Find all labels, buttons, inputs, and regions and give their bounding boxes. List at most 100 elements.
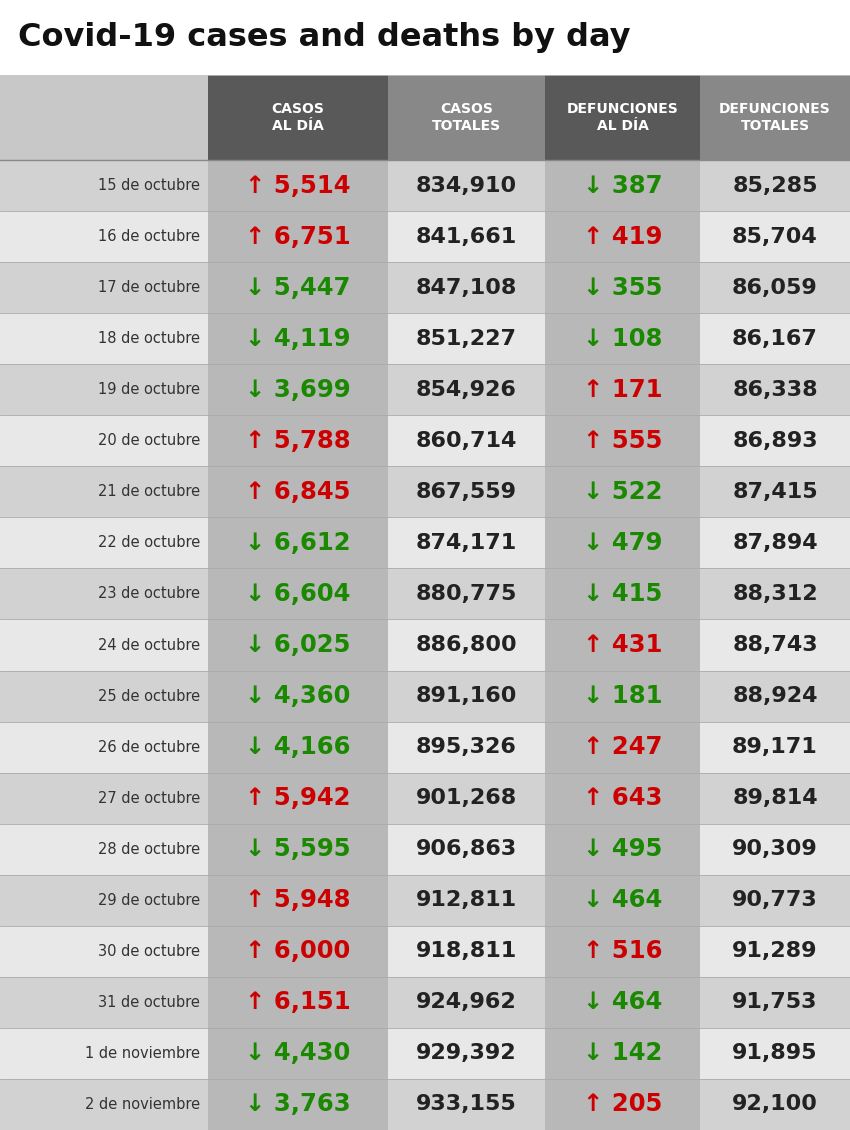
Bar bbox=[208, 467, 388, 518]
Text: 841,661: 841,661 bbox=[416, 227, 517, 246]
Bar bbox=[0, 0, 850, 75]
Text: 91,753: 91,753 bbox=[732, 992, 818, 1012]
Text: 91,289: 91,289 bbox=[732, 941, 818, 962]
Bar bbox=[0, 518, 850, 568]
Text: 880,775: 880,775 bbox=[416, 584, 517, 603]
Text: 86,338: 86,338 bbox=[732, 380, 818, 400]
Bar bbox=[545, 925, 700, 976]
Text: ↓ 355: ↓ 355 bbox=[583, 276, 662, 299]
Bar bbox=[208, 619, 388, 670]
Text: 24 de octubre: 24 de octubre bbox=[98, 637, 200, 652]
Text: ↓ 4,166: ↓ 4,166 bbox=[246, 736, 351, 759]
Text: 86,059: 86,059 bbox=[732, 278, 818, 297]
Bar bbox=[0, 773, 850, 824]
Text: 30 de octubre: 30 de octubre bbox=[98, 944, 200, 959]
Bar bbox=[545, 824, 700, 875]
Text: ↑ 5,514: ↑ 5,514 bbox=[246, 174, 351, 198]
Text: 16 de octubre: 16 de octubre bbox=[98, 229, 200, 244]
Text: 88,312: 88,312 bbox=[732, 584, 818, 603]
Bar bbox=[700, 75, 850, 160]
Bar bbox=[0, 568, 850, 619]
Bar bbox=[545, 773, 700, 824]
Bar bbox=[545, 364, 700, 415]
Text: 895,326: 895,326 bbox=[416, 737, 517, 757]
Text: 90,773: 90,773 bbox=[732, 890, 818, 911]
Text: 891,160: 891,160 bbox=[416, 686, 517, 706]
Text: 854,926: 854,926 bbox=[416, 380, 517, 400]
Text: ↓ 108: ↓ 108 bbox=[583, 327, 662, 350]
Text: CASOS
TOTALES: CASOS TOTALES bbox=[432, 103, 501, 132]
Text: 92,100: 92,100 bbox=[732, 1095, 818, 1114]
Bar bbox=[208, 160, 388, 211]
Text: ↓ 5,447: ↓ 5,447 bbox=[246, 276, 351, 299]
Bar bbox=[545, 415, 700, 467]
Text: ↓ 181: ↓ 181 bbox=[583, 684, 662, 709]
Bar bbox=[208, 211, 388, 262]
Bar bbox=[208, 1028, 388, 1079]
Text: ↓ 522: ↓ 522 bbox=[583, 480, 662, 504]
Text: 15 de octubre: 15 de octubre bbox=[98, 179, 200, 193]
Text: ↑ 431: ↑ 431 bbox=[583, 633, 662, 657]
Bar bbox=[0, 1079, 850, 1130]
Text: 19 de octubre: 19 de octubre bbox=[98, 382, 200, 398]
Text: ↓ 464: ↓ 464 bbox=[583, 888, 662, 912]
Text: DEFUNCIONES
TOTALES: DEFUNCIONES TOTALES bbox=[719, 103, 830, 132]
Text: 21 de octubre: 21 de octubre bbox=[98, 485, 200, 499]
Bar bbox=[545, 619, 700, 670]
Text: ↑ 419: ↑ 419 bbox=[583, 225, 662, 249]
Bar bbox=[545, 160, 700, 211]
Text: 88,743: 88,743 bbox=[732, 635, 818, 655]
Bar bbox=[545, 976, 700, 1028]
Text: ↑ 247: ↑ 247 bbox=[583, 736, 662, 759]
Text: 85,285: 85,285 bbox=[732, 175, 818, 195]
Bar bbox=[0, 364, 850, 415]
Bar bbox=[545, 313, 700, 364]
Bar bbox=[208, 415, 388, 467]
Text: 26 de octubre: 26 de octubre bbox=[98, 740, 200, 755]
Text: 25 de octubre: 25 de octubre bbox=[98, 688, 200, 704]
Bar bbox=[545, 875, 700, 925]
Text: 85,704: 85,704 bbox=[732, 227, 818, 246]
Text: ↓ 4,430: ↓ 4,430 bbox=[246, 1042, 350, 1066]
Bar bbox=[0, 75, 208, 160]
Text: ↓ 6,612: ↓ 6,612 bbox=[245, 531, 351, 555]
Text: 86,167: 86,167 bbox=[732, 329, 818, 349]
Bar bbox=[208, 518, 388, 568]
Text: 88,924: 88,924 bbox=[732, 686, 818, 706]
Bar bbox=[545, 1079, 700, 1130]
Bar bbox=[208, 75, 388, 160]
Bar bbox=[0, 467, 850, 518]
Text: 906,863: 906,863 bbox=[416, 840, 517, 859]
Text: ↑ 205: ↑ 205 bbox=[583, 1093, 662, 1116]
Text: 2 de noviembre: 2 de noviembre bbox=[85, 1097, 200, 1112]
Text: Covid-19 cases and deaths by day: Covid-19 cases and deaths by day bbox=[18, 21, 631, 53]
Text: 874,171: 874,171 bbox=[416, 533, 517, 553]
Text: ↑ 6,151: ↑ 6,151 bbox=[245, 990, 351, 1015]
Bar bbox=[545, 722, 700, 773]
Text: 933,155: 933,155 bbox=[416, 1095, 517, 1114]
Bar bbox=[208, 1079, 388, 1130]
Text: 20 de octubre: 20 de octubre bbox=[98, 433, 200, 449]
Text: 924,962: 924,962 bbox=[416, 992, 517, 1012]
Text: 851,227: 851,227 bbox=[416, 329, 517, 349]
Text: ↓ 3,699: ↓ 3,699 bbox=[245, 377, 351, 402]
Bar bbox=[208, 773, 388, 824]
Text: ↓ 5,595: ↓ 5,595 bbox=[245, 837, 351, 861]
Bar bbox=[208, 364, 388, 415]
Text: 901,268: 901,268 bbox=[416, 788, 517, 808]
Bar bbox=[545, 518, 700, 568]
Text: 29 de octubre: 29 de octubre bbox=[98, 893, 200, 907]
Text: 1 de noviembre: 1 de noviembre bbox=[85, 1046, 200, 1061]
Bar bbox=[208, 722, 388, 773]
Text: ↓ 415: ↓ 415 bbox=[583, 582, 662, 606]
Text: 91,895: 91,895 bbox=[732, 1043, 818, 1063]
Bar bbox=[0, 211, 850, 262]
Text: ↑ 6,751: ↑ 6,751 bbox=[245, 225, 351, 249]
Bar bbox=[0, 313, 850, 364]
Bar bbox=[208, 313, 388, 364]
Bar bbox=[0, 925, 850, 976]
Bar bbox=[0, 976, 850, 1028]
Text: 860,714: 860,714 bbox=[416, 431, 517, 451]
Text: ↓ 3,763: ↓ 3,763 bbox=[245, 1093, 351, 1116]
Bar bbox=[0, 262, 850, 313]
